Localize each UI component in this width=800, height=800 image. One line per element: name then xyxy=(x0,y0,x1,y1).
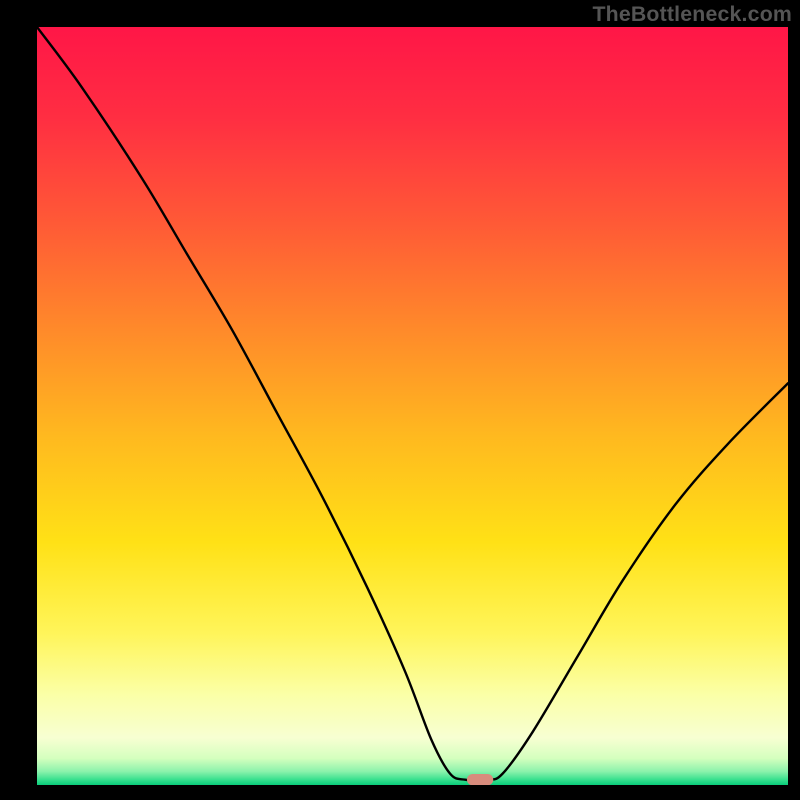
chart-frame: TheBottleneck.com xyxy=(0,0,800,800)
chart-background-gradient xyxy=(37,27,788,785)
chart-plot-area xyxy=(37,27,788,785)
chart-svg xyxy=(37,27,788,785)
minimum-marker xyxy=(467,774,493,785)
watermark-text: TheBottleneck.com xyxy=(592,2,792,27)
